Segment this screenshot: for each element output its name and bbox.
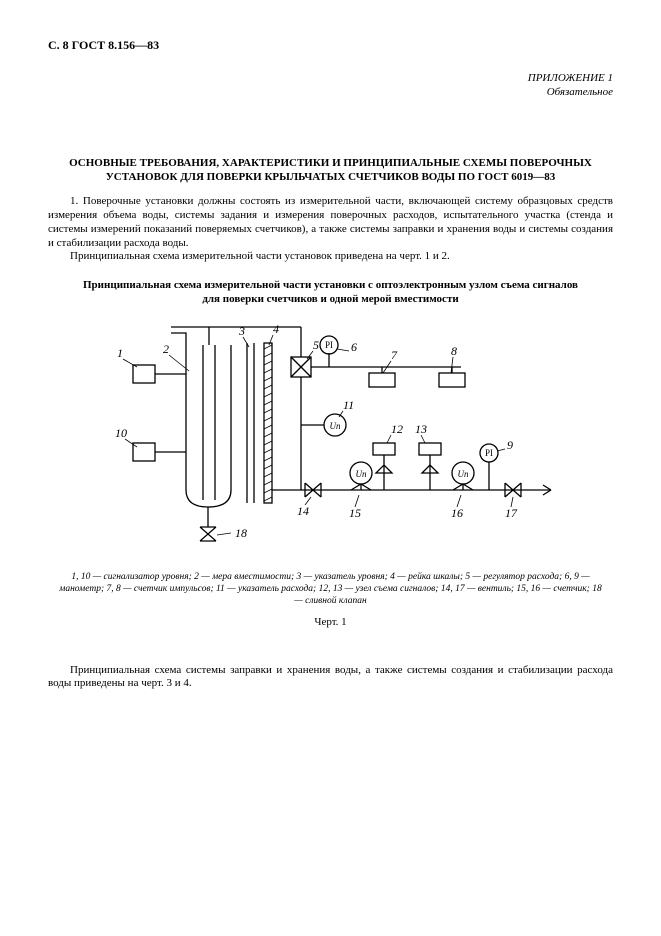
lbl-un-15: Uп: [355, 469, 366, 479]
subtitle-l2: для поверки счетчиков и одной мерой вмес…: [202, 293, 458, 305]
para2-text: Принципиальная схема системы заправки и …: [48, 664, 613, 690]
lbl-9: 9: [507, 438, 513, 452]
lbl-11: 11: [343, 398, 354, 412]
appendix-block: ПРИЛОЖЕНИЕ 1 Обязательное: [48, 71, 613, 100]
lbl-7: 7: [391, 348, 398, 362]
lbl-un-16: Uп: [457, 469, 468, 479]
title-l2: УСТАНОВОК ДЛЯ ПОВЕРКИ КРЫЛЬЧАТЫХ СЧЕТЧИК…: [106, 171, 556, 183]
lbl-16: 16: [451, 506, 463, 520]
lbl-10: 10: [115, 426, 127, 440]
page-header: С. 8 ГОСТ 8.156—83: [48, 38, 613, 53]
paragraph-2: Принципиальная схема системы заправки и …: [48, 664, 613, 692]
lbl-15: 15: [349, 506, 361, 520]
figure-wrap: 1 2 3 4 5 6 7 8 9 10 11 12 13 14 15 16 1…: [48, 315, 613, 565]
lbl-13: 13: [415, 422, 427, 436]
lbl-2: 2: [163, 342, 169, 356]
figure-subtitle: Принципиальная схема измерительной части…: [48, 278, 613, 307]
figure-legend: 1, 10 — сигнализатор уровня; 2 — мера вм…: [48, 571, 613, 608]
figure-label: Черт. 1: [48, 616, 613, 628]
paragraph-1b: Принципиальная схема измерительной части…: [48, 250, 613, 264]
main-title: ОСНОВНЫЕ ТРЕБОВАНИЯ, ХАРАКТЕРИСТИКИ И ПР…: [48, 156, 613, 186]
lbl-18: 18: [235, 526, 247, 540]
appendix-line2: Обязательное: [547, 86, 613, 98]
lbl-pi-6: PI: [324, 340, 332, 350]
paragraph-1: 1. Поверочные установки должны состоять …: [48, 195, 613, 250]
lbl-14: 14: [297, 504, 309, 518]
lbl-5: 5: [313, 338, 319, 352]
lbl-17: 17: [505, 506, 518, 520]
lbl-8: 8: [451, 344, 457, 358]
appendix-line1: ПРИЛОЖЕНИЕ 1: [528, 72, 613, 84]
schematic-diagram: 1 2 3 4 5 6 7 8 9 10 11 12 13 14 15 16 1…: [91, 315, 571, 560]
para1-text: 1. Поверочные установки должны состоять …: [48, 195, 613, 248]
subtitle-l1: Принципиальная схема измерительной части…: [83, 279, 578, 291]
title-l1: ОСНОВНЫЕ ТРЕБОВАНИЯ, ХАРАКТЕРИСТИКИ И ПР…: [69, 157, 592, 169]
lbl-un-11: Uп: [329, 421, 340, 431]
para1b-text: Принципиальная схема измерительной части…: [70, 250, 450, 262]
lbl-3: 3: [238, 324, 245, 338]
lbl-12: 12: [391, 422, 403, 436]
lbl-1: 1: [117, 346, 123, 360]
lbl-4: 4: [273, 322, 279, 336]
lbl-6: 6: [351, 340, 357, 354]
lbl-pi-9: PI: [484, 448, 492, 458]
